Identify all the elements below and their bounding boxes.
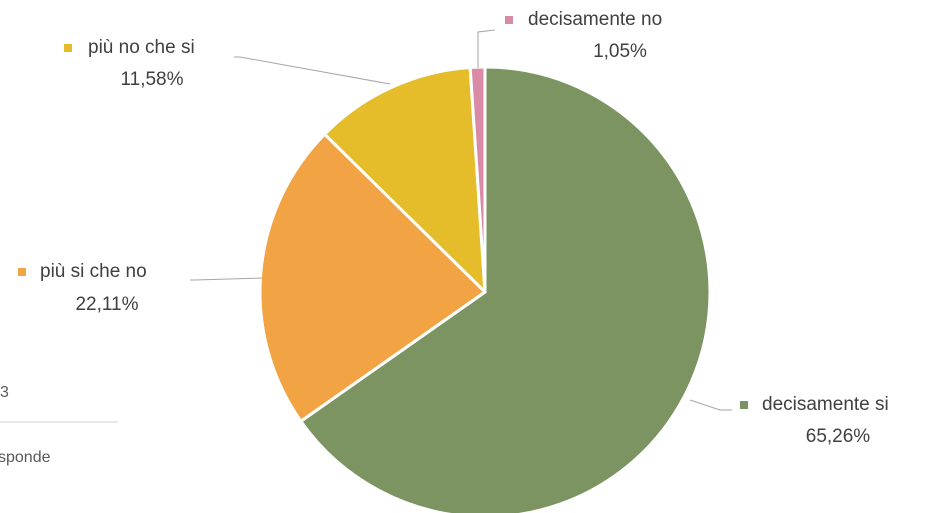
category-label: più si che no — [40, 261, 147, 282]
leader-line — [689, 399, 732, 411]
data-label: 65,26% — [806, 426, 871, 447]
background-text: sponde — [0, 449, 51, 466]
pie-slice — [323, 65, 487, 294]
legend-marker — [740, 401, 748, 409]
pie-slice — [258, 132, 487, 423]
leader-line — [190, 277, 263, 281]
pie-slice — [299, 65, 712, 513]
category-label: decisamente si — [762, 394, 889, 415]
background-text: 3 — [0, 384, 9, 401]
legend-marker — [505, 16, 513, 24]
legend-marker — [64, 44, 72, 52]
data-label: 11,58% — [120, 69, 183, 90]
data-label: 22,11% — [75, 294, 138, 315]
leader-line — [234, 56, 391, 85]
data-label: 1,05% — [593, 41, 647, 62]
category-label: decisamente no — [528, 9, 662, 30]
category-label: più no che si — [88, 37, 195, 58]
legend-marker — [18, 268, 26, 276]
leader-line — [477, 29, 496, 68]
